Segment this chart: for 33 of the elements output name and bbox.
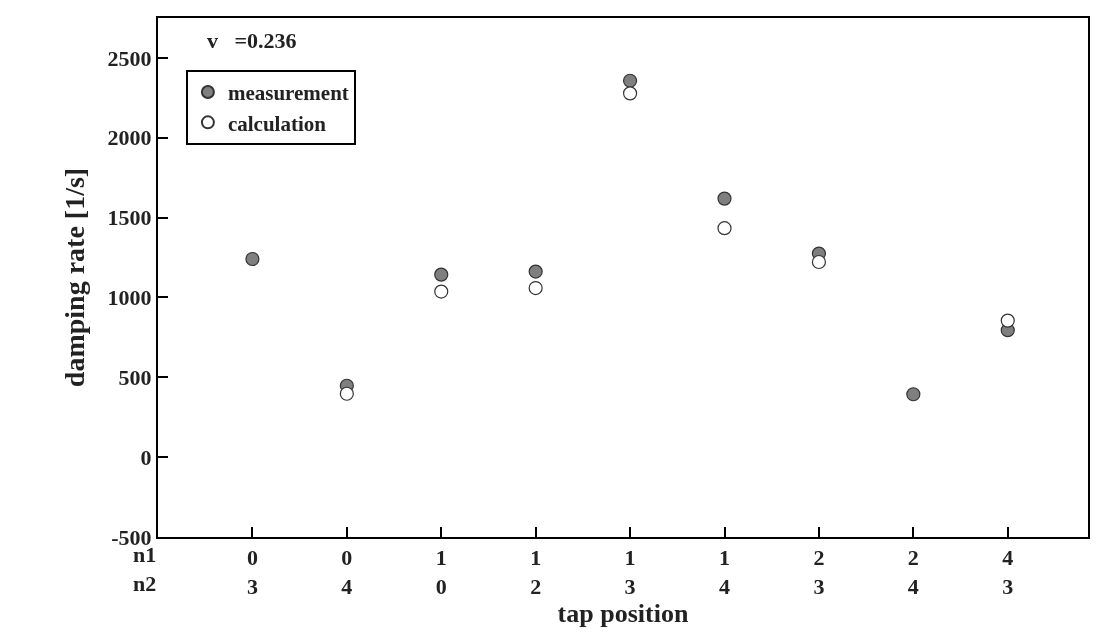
x-axis-title: tap position	[557, 599, 689, 628]
x-tick-label: 0 4	[341, 545, 353, 599]
x-tick-label: 1 4	[719, 545, 730, 599]
point	[245, 251, 260, 267]
point	[434, 267, 449, 282]
point	[906, 387, 921, 402]
point	[339, 386, 354, 401]
x-tick-label: 0 3	[246, 545, 258, 599]
y-tick-label: 0	[140, 444, 152, 470]
x-tick-label: 1 0	[435, 545, 447, 599]
point	[811, 254, 827, 270]
x-tick-label: 1 2	[530, 545, 542, 599]
y-tick-label: 500	[118, 365, 152, 391]
point	[622, 73, 638, 88]
x-tick-label: 4 3	[1002, 545, 1014, 599]
point	[528, 280, 543, 296]
point	[622, 86, 638, 101]
y-tick-label: 2500	[107, 45, 152, 71]
x-tick-label: 2 3	[813, 545, 825, 599]
point	[717, 191, 732, 206]
x-tick-label: 1 3	[624, 545, 636, 599]
point	[528, 264, 543, 279]
point	[434, 284, 449, 299]
legend-label: measurement	[227, 81, 349, 106]
y-tick-label: 1500	[107, 205, 152, 231]
point	[1000, 313, 1015, 328]
y-tick-label: 2000	[107, 125, 152, 151]
y-tick-label: 1000	[107, 285, 152, 311]
annotation: v =0.236	[207, 28, 297, 53]
x-tick-label: 2 4	[907, 545, 919, 599]
legend-label: calculation	[227, 111, 327, 136]
y-axis-title: damping rate [1/s]	[58, 167, 90, 388]
point	[717, 221, 732, 236]
